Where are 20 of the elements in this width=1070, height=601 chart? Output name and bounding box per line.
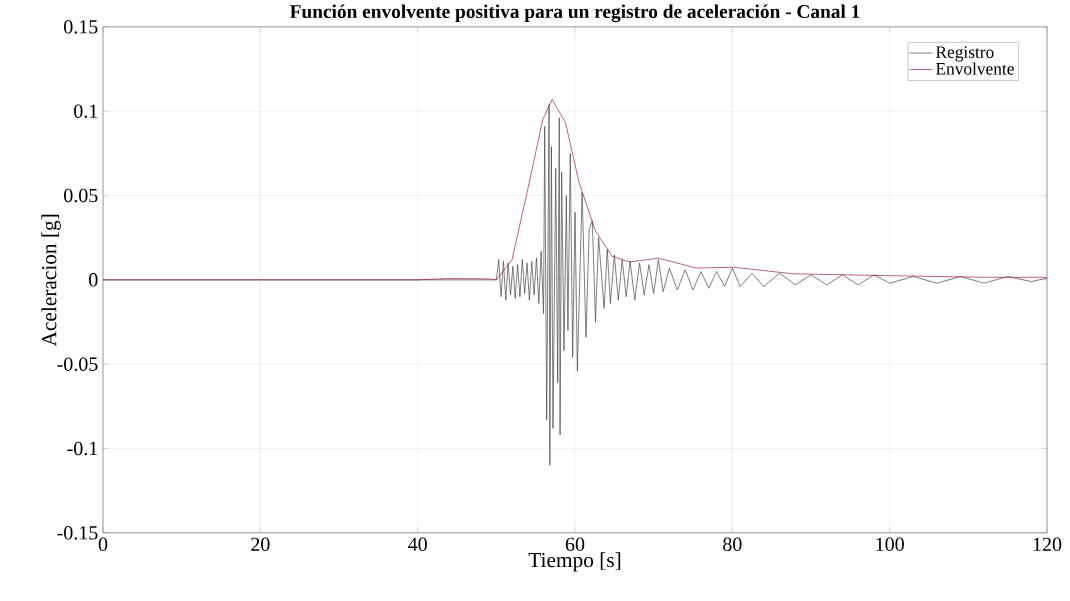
y-tick-label: -0.15 — [57, 526, 98, 540]
y-axis-title: Aceleracion [g] — [41, 214, 61, 347]
x-tick-label: 100 — [876, 537, 904, 552]
x-tick-label: 120 — [1033, 537, 1062, 552]
y-tick-label: 0 — [89, 273, 98, 287]
x-tick-label: 20 — [251, 537, 270, 552]
line-series — [103, 99, 1048, 281]
y-tick-label: 0.15 — [64, 20, 98, 34]
x-tick-label: 60 — [565, 537, 585, 552]
x-tick-label: 80 — [723, 537, 742, 552]
chart-title: Función envolvente positiva para un registro de aceleración - Canal 1 — [290, 4, 860, 23]
y-tick-label: 0.1 — [74, 104, 98, 119]
x-tick-label: 40 — [408, 537, 427, 552]
x-axis-title: Tiempo [s] — [528, 552, 621, 572]
y-tick-label: -0.05 — [57, 357, 98, 372]
x-tick-label: 0 — [98, 537, 108, 552]
legend-label: Registro — [935, 46, 994, 62]
y-tick-label: 0.05 — [64, 188, 98, 203]
legend-label: Envolvente — [935, 62, 1014, 75]
y-tick-label: -0.1 — [67, 441, 98, 456]
